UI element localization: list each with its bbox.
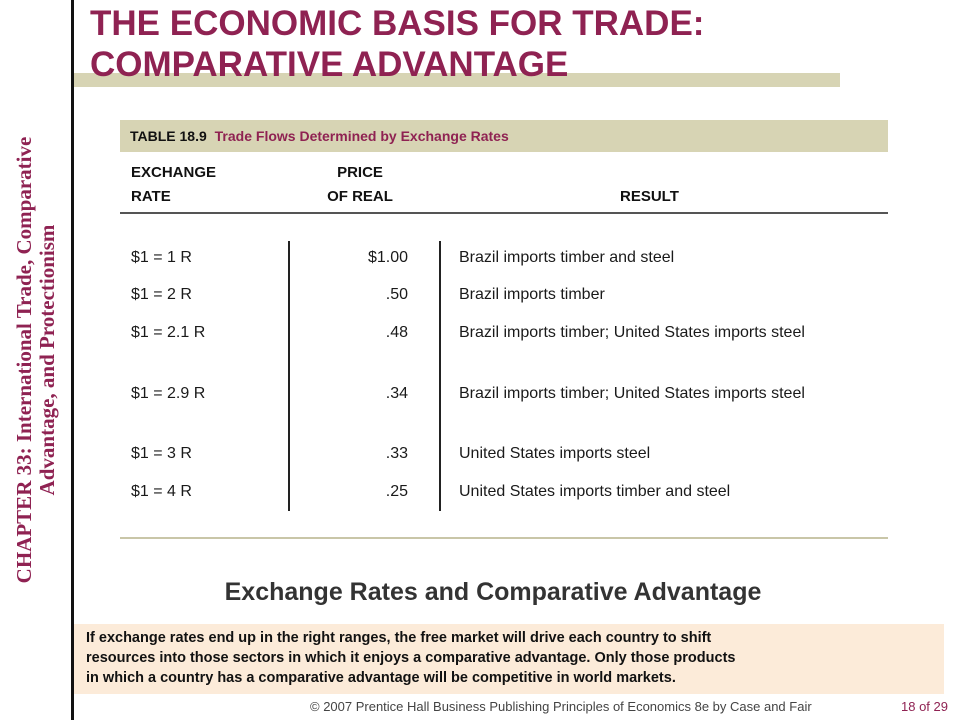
slide-title-line: COMPARATIVE ADVANTAGE xyxy=(90,45,569,84)
table-caption-bar: TABLE 18.9 Trade Flows Determined by Exc… xyxy=(120,120,888,152)
explanation-line: in which a country has a comparative adv… xyxy=(86,670,676,686)
cell-result: Brazil imports timber xyxy=(459,286,605,303)
cell-result: Brazil imports timber; United States imp… xyxy=(459,324,805,341)
chapter-label-line: CHAPTER 33: International Trade, Compara… xyxy=(12,136,36,584)
column-header-exchange-rate: EXCHANGE RATE xyxy=(131,161,216,209)
explanation-box: If exchange rates end up in the right ra… xyxy=(74,624,944,694)
cell-exchange-rate: $1 = 2.9 R xyxy=(131,385,206,402)
column-divider xyxy=(288,241,290,511)
cell-exchange-rate: $1 = 2.1 R xyxy=(131,324,206,341)
chapter-label: CHAPTER 33: International Trade, Compara… xyxy=(12,136,59,584)
header-line xyxy=(620,161,679,185)
table-bottom-rule xyxy=(120,537,888,539)
header-line: EXCHANGE xyxy=(131,164,217,181)
header-line: RESULT xyxy=(620,188,679,205)
cell-price: .34 xyxy=(385,385,408,402)
column-divider xyxy=(439,241,441,511)
copyright-credit: © 2007 Prentice Hall Business Publishing… xyxy=(310,699,812,714)
section-heading: Exchange Rates and Comparative Advantage xyxy=(224,578,762,606)
cell-result: Brazil imports timber and steel xyxy=(459,249,675,266)
page-number: 18 of 29 xyxy=(901,699,948,714)
cell-result: Brazil imports timber; United States imp… xyxy=(459,385,805,402)
explanation-line: If exchange rates end up in the right ra… xyxy=(86,630,712,646)
chapter-label-line: Advantage, and Protectionism xyxy=(35,224,59,496)
cell-exchange-rate: $1 = 1 R xyxy=(131,249,192,266)
cell-price: .50 xyxy=(385,286,408,303)
title-underline-bar xyxy=(74,73,840,87)
table-number: TABLE 18.9 xyxy=(130,128,207,144)
slide-title-line: THE ECONOMIC BASIS FOR TRADE: xyxy=(90,4,705,43)
cell-price: .48 xyxy=(385,324,408,341)
slide-title: THE ECONOMIC BASIS FOR TRADE: COMPARATIV… xyxy=(90,3,704,85)
cell-price: .33 xyxy=(385,445,408,462)
explanation-line: resources into those sectors in which it… xyxy=(86,650,736,666)
cell-exchange-rate: $1 = 4 R xyxy=(131,483,192,500)
cell-exchange-rate: $1 = 2 R xyxy=(131,286,192,303)
chapter-sidebar: CHAPTER 33: International Trade, Compara… xyxy=(0,0,72,720)
cell-price: .25 xyxy=(385,483,408,500)
header-line: RATE xyxy=(131,188,171,205)
sidebar-divider xyxy=(71,0,74,720)
header-divider xyxy=(120,212,888,214)
cell-result: United States imports timber and steel xyxy=(459,483,731,500)
header-line: PRICE xyxy=(337,164,383,181)
header-line: OF REAL xyxy=(327,188,393,205)
column-header-price-of-real: PRICE OF REAL xyxy=(305,161,415,209)
cell-price: $1.00 xyxy=(367,249,408,266)
cell-exchange-rate: $1 = 3 R xyxy=(131,445,192,462)
cell-result: United States imports steel xyxy=(459,445,651,462)
column-header-result: RESULT xyxy=(620,161,679,209)
table-caption: Trade Flows Determined by Exchange Rates xyxy=(214,128,509,144)
